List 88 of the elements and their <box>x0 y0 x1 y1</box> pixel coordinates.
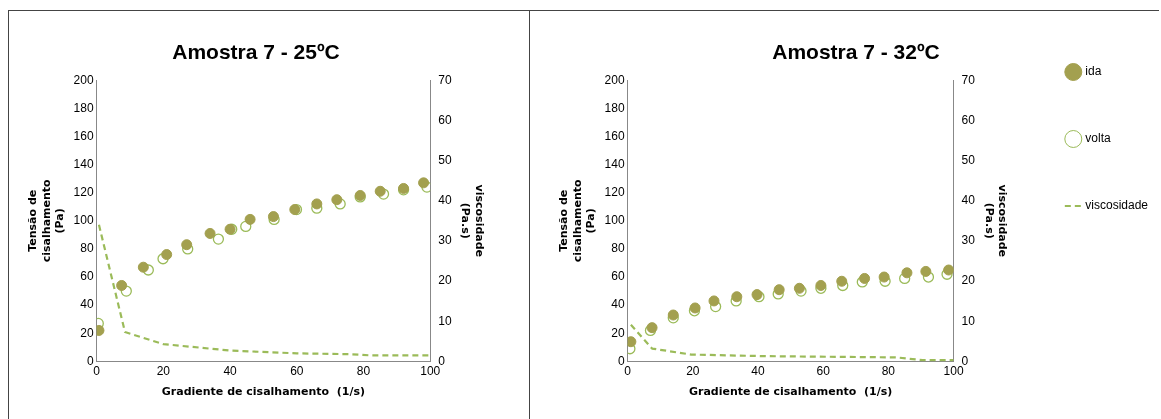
y-tick-label: 120 <box>73 184 94 199</box>
y-tick-label: 160 <box>73 128 94 143</box>
x-tick-label: 60 <box>816 363 831 378</box>
point <box>836 275 848 287</box>
y-tick-label: 0 <box>617 353 625 368</box>
y-tick-label: 80 <box>80 241 94 256</box>
x-tick-label: 40 <box>751 363 765 378</box>
y-axis-title: Tensão de cisalhamento (Pa) <box>557 178 597 263</box>
x-tick-label: 80 <box>881 363 896 378</box>
point <box>331 194 343 206</box>
y-tick-label: 140 <box>604 156 625 171</box>
y2-tick-label: 50 <box>438 152 452 167</box>
y-tick-label: 40 <box>80 297 94 312</box>
point <box>240 220 252 233</box>
point <box>421 181 431 193</box>
point <box>899 272 911 285</box>
y2-tick-label: 0 <box>438 353 446 368</box>
y-tick-label: 100 <box>604 213 625 228</box>
point <box>418 177 430 189</box>
y2-tick-label: 40 <box>961 193 976 208</box>
y-tick-label: 40 <box>611 297 625 312</box>
point <box>920 265 932 277</box>
y2-tick-label: 20 <box>438 273 452 288</box>
point <box>856 276 868 288</box>
y2-tick-label: 60 <box>438 112 452 127</box>
legend-label: ida <box>1085 64 1102 79</box>
legend-label: volta <box>1085 131 1111 146</box>
point <box>377 188 390 200</box>
point <box>181 239 193 251</box>
y2-tick-label: 20 <box>961 273 976 288</box>
x-tick-label: 40 <box>223 363 238 378</box>
point <box>157 253 169 265</box>
y2-axis-title: viscosidade (Pa.s) <box>459 184 486 258</box>
point <box>120 285 132 297</box>
point <box>334 198 346 210</box>
chart-title: Amostra 7 - 25ºC <box>172 40 340 64</box>
chart-title: Amostra 7 - 32ºC <box>772 40 940 64</box>
y2-tick-label: 10 <box>961 313 976 328</box>
y-tick-label: 180 <box>73 100 94 115</box>
y-tick-label: 80 <box>611 241 625 256</box>
y-tick-label: 60 <box>80 269 94 284</box>
y2-tick-label: 60 <box>961 112 976 127</box>
x-tick-label: 20 <box>156 363 171 378</box>
point <box>708 295 720 307</box>
point <box>311 198 323 210</box>
y-tick-label: 60 <box>611 269 625 284</box>
point <box>204 227 216 239</box>
y2-tick-label: 70 <box>438 72 452 87</box>
y2-tick-label: 10 <box>438 313 452 328</box>
point <box>731 291 743 303</box>
point <box>142 264 154 276</box>
x-axis-title: Gradiente de cisalhamento (1/s) <box>688 385 893 399</box>
point <box>161 249 173 261</box>
y-tick-label: 160 <box>604 128 625 143</box>
y-tick-label: 20 <box>611 325 625 340</box>
legend-label: viscosidade <box>1085 198 1149 213</box>
point <box>627 336 637 348</box>
y2-axis-title: viscosidade (Pa.s) <box>982 184 1009 258</box>
point <box>116 279 128 291</box>
point <box>901 267 913 279</box>
y2-tick-label: 40 <box>438 193 452 208</box>
point <box>859 272 871 284</box>
y-tick-label: 200 <box>73 72 94 87</box>
y-axis-title: Tensão de cisalhamento (Pa) <box>26 178 66 263</box>
x-tick-label: 60 <box>290 363 304 378</box>
y2-tick-label: 30 <box>438 233 452 248</box>
point <box>212 233 225 245</box>
x-tick-label: 80 <box>356 363 371 378</box>
x-axis-title: Gradiente de cisalhamento (1/s) <box>161 385 366 399</box>
y-tick-label: 180 <box>604 100 625 115</box>
point <box>244 213 256 225</box>
point <box>922 271 935 283</box>
point <box>773 284 785 296</box>
y-tick-label: 200 <box>604 72 625 87</box>
y-tick-label: 120 <box>604 184 625 199</box>
point <box>878 271 890 283</box>
y-tick-label: 0 <box>86 353 94 368</box>
point <box>374 185 386 197</box>
point <box>943 264 954 276</box>
y-tick-label: 140 <box>73 156 94 171</box>
y2-tick-label: 30 <box>961 233 976 248</box>
y-tick-label: 100 <box>73 213 94 228</box>
y2-tick-label: 50 <box>961 152 976 167</box>
y2-tick-label: 70 <box>961 72 976 87</box>
y-tick-label: 20 <box>80 325 94 340</box>
point <box>137 261 149 273</box>
x-tick-label: 20 <box>686 363 700 378</box>
line-series <box>97 223 431 357</box>
